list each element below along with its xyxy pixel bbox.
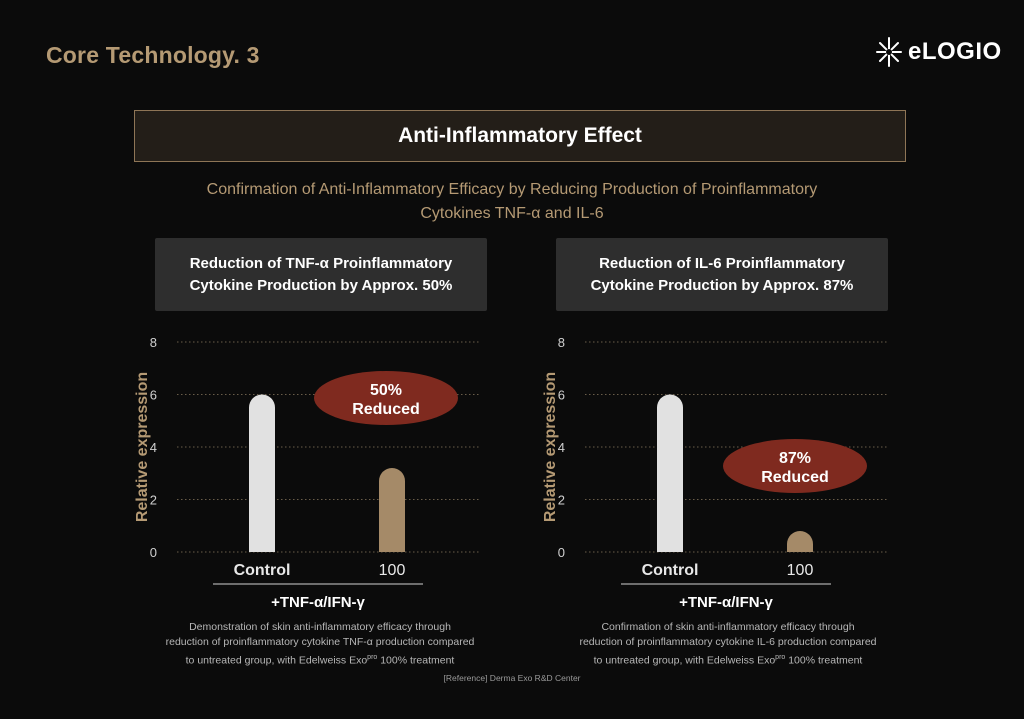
reference-note: [Reference] Derma Exo R&D Center: [443, 673, 581, 683]
subtitle: Confirmation of Anti-Inflammatory Effica…: [100, 178, 924, 226]
badge-percent: 87%: [779, 450, 811, 467]
caption-tnf-sup: pro: [367, 654, 378, 661]
logo-text: eLOGIO: [908, 38, 1002, 65]
caption-tnf-line-3: to untreated group, with Edelweiss Exopr…: [140, 650, 500, 669]
caption-tnf-line-3-post: 100% treatment: [377, 654, 455, 667]
chart-il6: Relative expression 0 2 4 6 8 Control 100 +TNF-α…: [533, 328, 903, 613]
panel-header-tnf-line-1: Reduction of TNF-α Proinflammatory: [189, 254, 453, 272]
y-axis-label: Relative expression: [542, 372, 559, 522]
panel-header-il6-line-1: Reduction of IL-6 Proinflammatory: [599, 254, 845, 272]
caption-il6-line-1: Confirmation of skin anti-inflammatory e…: [601, 621, 855, 633]
panel-header-il6-line-2: Cytokine Production by Approx. 87%: [590, 276, 854, 294]
panel-header-tnf: Reduction of TNF-α Proinflammatory Cytok…: [155, 238, 487, 311]
title-box: Anti-Inflammatory Effect: [134, 110, 906, 162]
caption-il6-line-3-post: 100% treatment: [785, 654, 863, 667]
y-tick-label: 0: [150, 545, 157, 560]
y-tick-label: 2: [558, 493, 565, 508]
caption-il6-sup: pro: [775, 654, 786, 661]
chart-il6-svg: Relative expression 0 2 4 6 8 Control 100 +TNF-α…: [542, 335, 888, 611]
y-tick-label: 6: [558, 388, 565, 403]
badge-text: Reduced: [761, 469, 829, 486]
chart-tnf-svg: Relative expression 0 2 4 6 8 Control 100 +TNF-α…: [134, 335, 480, 611]
y-tick-label: 8: [150, 335, 157, 350]
caption-tnf-line-2: reduction of proinflammatory cytokine TN…: [165, 636, 475, 648]
chart-tnf: Relative expression 0 2 4 6 8 Control 100 +TNF-α…: [125, 328, 495, 613]
x-tick-label: Control: [642, 562, 699, 579]
caption-il6: Confirmation of skin anti-inflammatory e…: [548, 620, 908, 669]
y-tick-label: 6: [150, 388, 157, 403]
sparkle-star-icon: [876, 37, 902, 67]
caption-tnf: Demonstration of skin anti-inflammatory …: [140, 620, 500, 669]
panel-header-tnf-line-2: Cytokine Production by Approx. 50%: [189, 276, 453, 294]
x-tick-label: Control: [234, 562, 291, 579]
caption-il6-line-3-pre: to untreated group, with Edelweiss Exo: [593, 654, 776, 667]
y-tick-label: 4: [150, 440, 157, 455]
group-label: +TNF-α/IFN-γ: [679, 594, 773, 611]
y-axis-label: Relative expression: [134, 372, 151, 522]
group-label: +TNF-α/IFN-γ: [271, 594, 365, 611]
subtitle-line-2: Cytokines TNF-α and IL-6: [420, 205, 604, 222]
caption-il6-line-2: reduction of proinflammatory cytokine IL…: [579, 636, 877, 648]
badge-percent: 50%: [370, 382, 402, 399]
reduction-badge: [723, 439, 867, 493]
reduction-badge: [314, 371, 458, 425]
caption-tnf-line-1: Demonstration of skin anti-inflammatory …: [189, 621, 451, 633]
badge-text: Reduced: [352, 401, 420, 418]
y-tick-label: 2: [150, 493, 157, 508]
x-tick-label: 100: [787, 562, 814, 579]
page-label: Core Technology. 3: [46, 42, 260, 68]
page-title: Anti-Inflammatory Effect: [398, 124, 642, 147]
bar-100: [787, 531, 813, 552]
caption-tnf-line-3-pre: to untreated group, with Edelweiss Exo: [185, 654, 368, 667]
x-tick-label: 100: [379, 562, 406, 579]
subtitle-line-1: Confirmation of Anti-Inflammatory Effica…: [206, 181, 818, 198]
bar-control: [657, 394, 683, 552]
brand-logo: eLOGIO: [874, 34, 1002, 70]
bar-control: [249, 394, 275, 552]
bar-100: [379, 468, 405, 552]
y-tick-label: 8: [558, 335, 565, 350]
caption-il6-line-3: to untreated group, with Edelweiss Exopr…: [548, 650, 908, 669]
y-tick-label: 0: [558, 545, 565, 560]
y-tick-label: 4: [558, 440, 565, 455]
panel-header-il6: Reduction of IL-6 Proinflammatory Cytoki…: [556, 238, 888, 311]
